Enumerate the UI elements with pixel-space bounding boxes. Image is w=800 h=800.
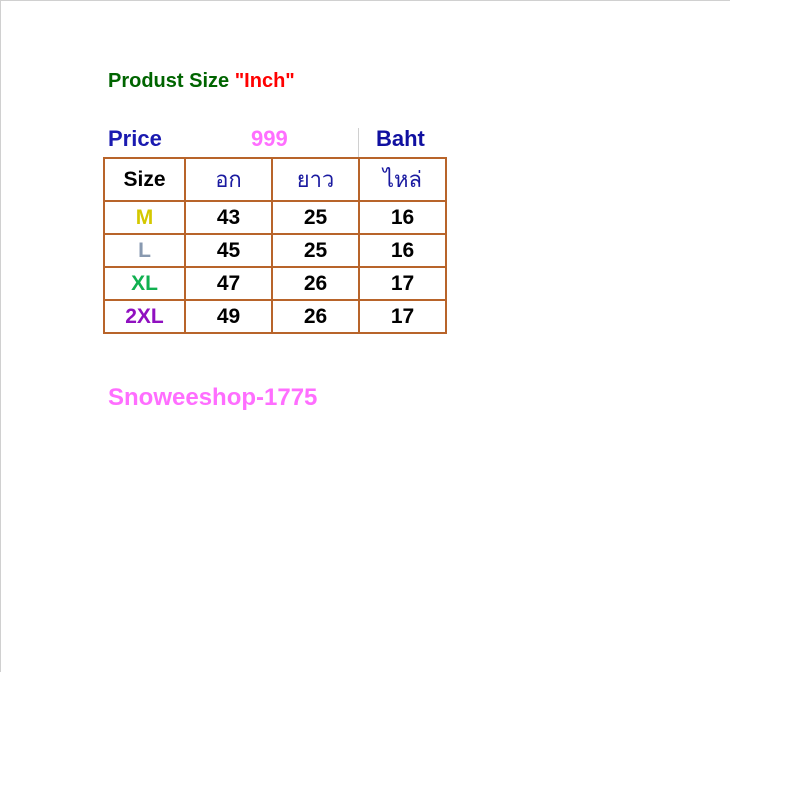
header-size: Size — [103, 157, 186, 202]
size-cell: 2XL — [103, 299, 186, 334]
table-header-row: Size อก ยาว ไหล่ — [103, 157, 447, 202]
length-cell: 26 — [271, 266, 360, 301]
table-row: 2XL 49 26 17 — [103, 299, 447, 334]
length-cell: 26 — [271, 299, 360, 334]
shoulder-cell: 16 — [358, 200, 447, 235]
frame-border-left — [0, 0, 1, 672]
chest-cell: 43 — [184, 200, 273, 235]
price-value: 999 — [251, 126, 288, 151]
length-cell: 25 — [271, 200, 360, 235]
header-shoulder: ไหล่ — [358, 157, 447, 202]
size-cell: XL — [103, 266, 186, 301]
table-row: M 43 25 16 — [103, 200, 447, 235]
table-row: L 45 25 16 — [103, 233, 447, 268]
shoulder-cell: 17 — [358, 266, 447, 301]
chest-cell: 47 — [184, 266, 273, 301]
header-chest: อก — [184, 157, 273, 202]
header-length: ยาว — [271, 157, 360, 202]
price-separator — [358, 128, 359, 157]
table-row: XL 47 26 17 — [103, 266, 447, 301]
size-cell: L — [103, 233, 186, 268]
price-currency: Baht — [376, 126, 425, 151]
price-label: Price — [108, 126, 162, 151]
size-table: Size อก ยาว ไหล่ M 43 25 16 L 45 25 16 X… — [103, 157, 447, 334]
size-cell: M — [103, 200, 186, 235]
shoulder-cell: 16 — [358, 233, 447, 268]
title-unit: "Inch" — [234, 70, 295, 92]
shop-name: Snoweeshop-1775 — [108, 384, 318, 411]
length-cell: 25 — [271, 233, 360, 268]
title-text: Produst Size — [108, 70, 235, 92]
shoulder-cell: 17 — [358, 299, 447, 334]
chest-cell: 49 — [184, 299, 273, 334]
chest-cell: 45 — [184, 233, 273, 268]
price-row: Price 999 Baht — [103, 124, 445, 157]
frame-border-top — [0, 0, 730, 1]
page-title: Produst Size "Inch" — [108, 70, 295, 93]
